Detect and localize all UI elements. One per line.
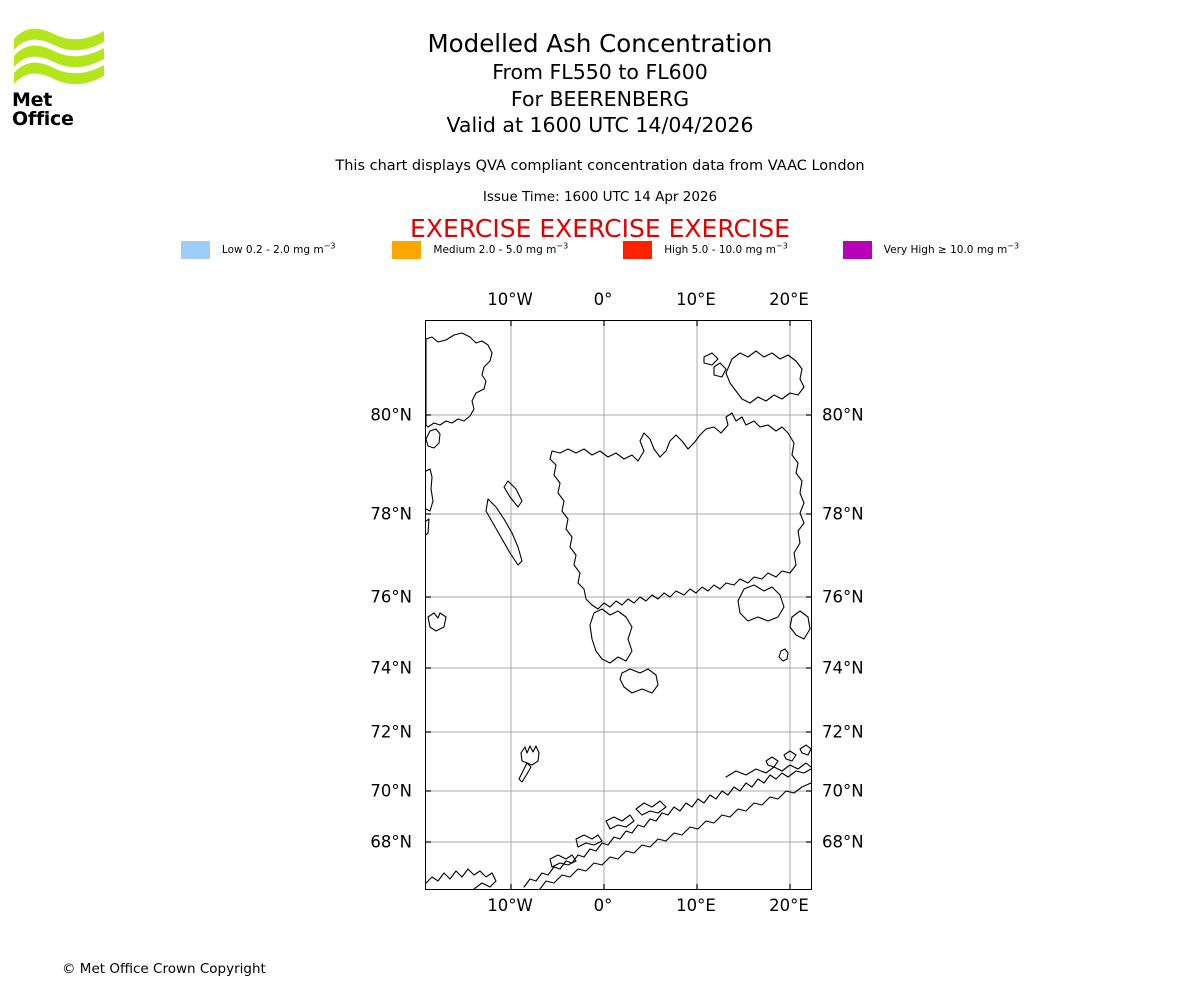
legend-swatch-high — [623, 241, 653, 259]
lat-label-left-76n: 76°N — [370, 587, 412, 607]
coastline-iceland — [426, 868, 497, 889]
coastline-edgeoya — [737, 584, 785, 622]
map-coastlines — [426, 332, 811, 889]
map-gridlines — [426, 321, 811, 889]
title-valid-time: Valid at 1600 UTC 14/04/2026 — [446, 113, 754, 137]
copyright-notice: © Met Office Crown Copyright — [62, 961, 266, 977]
coastline-sorkapp — [589, 608, 633, 664]
met-office-waves-icon — [14, 28, 104, 85]
lat-label-left-78n: 78°N — [370, 504, 412, 524]
legend-item-high: High 5.0 - 10.0 mg m−3 — [623, 241, 788, 259]
coastline-svalbard-islet-a — [713, 362, 727, 378]
coastline-greenland — [426, 332, 493, 428]
lat-label-right-80n: 80°N — [822, 405, 864, 425]
lat-label-left-68n: 68°N — [370, 832, 412, 852]
lat-label-right-74n: 74°N — [822, 658, 864, 678]
exercise-banner: EXERCISE EXERCISE EXERCISE — [410, 214, 790, 243]
coastline-spitsbergen — [549, 412, 805, 610]
map-graphic — [426, 321, 811, 889]
legend-label-low: Low 0.2 - 2.0 mg m−3 — [221, 241, 336, 256]
lat-label-left-80n: 80°N — [370, 405, 412, 425]
lat-label-right-70n: 70°N — [822, 781, 864, 801]
coastline-jan-mayen — [520, 745, 540, 766]
legend-swatch-medium — [392, 241, 422, 259]
coastline-prins-karls-forland — [485, 498, 523, 566]
coastline-norway-islets-b — [783, 750, 797, 762]
coastline-lofoten-b — [575, 834, 603, 848]
coastline-nordaustlandet — [725, 350, 805, 404]
coastline-bear-island — [778, 648, 789, 662]
coastline-norway-inner — [539, 782, 811, 889]
chart-note: This chart displays QVA compliant concen… — [335, 158, 865, 174]
lon-label-top-0: 0° — [593, 290, 613, 309]
title-flight-levels: From FL550 to FL600 — [492, 60, 708, 84]
lat-label-right-76n: 76°N — [822, 587, 864, 607]
concentration-legend: Low 0.2 - 2.0 mg m−3 Medium 2.0 - 5.0 mg… — [0, 241, 1200, 259]
lat-label-right-78n: 78°N — [822, 504, 864, 524]
legend-label-medium: Medium 2.0 - 5.0 mg m−3 — [433, 241, 569, 256]
page-title: Modelled Ash Concentration — [427, 29, 773, 58]
legend-swatch-low — [180, 241, 210, 259]
coastline-greenland-island-a — [426, 428, 441, 449]
coastline-jan-mayen-tail — [518, 762, 532, 783]
met-office-logo: Met Office — [12, 26, 112, 129]
legend-label-very-high: Very High ≥ 10.0 mg m−3 — [883, 241, 1020, 256]
coastline-lofoten-a — [605, 814, 635, 830]
coastline-lofoten-c — [549, 854, 577, 868]
coastline-forland-small — [503, 480, 523, 508]
legend-label-high: High 5.0 - 10.0 mg m−3 — [664, 241, 788, 256]
legend-item-very-high: Very High ≥ 10.0 mg m−3 — [842, 241, 1020, 259]
coastline-svalbard-islet-b — [703, 352, 719, 366]
legend-item-low: Low 0.2 - 2.0 mg m−3 — [180, 241, 336, 259]
coastline-bjornoya-south — [619, 668, 659, 694]
lon-label-bottom-10e: 10°E — [676, 896, 716, 915]
coastline-greenland-strip — [426, 468, 434, 512]
lat-label-left-72n: 72°N — [370, 722, 412, 742]
lon-label-bottom-20e: 20°E — [769, 896, 809, 915]
coastline-norway-mainland — [523, 768, 811, 888]
coastline-greenland-edge — [426, 518, 430, 536]
legend-item-medium: Medium 2.0 - 5.0 mg m−3 — [392, 241, 568, 259]
legend-swatch-very-high — [842, 241, 872, 259]
issue-time: Issue Time: 1600 UTC 14 Apr 2026 — [482, 189, 718, 205]
lon-label-bottom-0: 0° — [593, 896, 613, 915]
coastline-norway-islets-c — [799, 744, 811, 756]
lat-label-right-68n: 68°N — [822, 832, 864, 852]
map-tick-marks — [426, 321, 811, 889]
chart-note-block: This chart displays QVA compliant concen… — [0, 156, 1200, 207]
lat-label-left-70n: 70°N — [370, 781, 412, 801]
map-container: 10°W 0° 10°E 20°E 10°W 0° 10°E 20°E 80°N… — [370, 290, 863, 915]
lon-label-top-20e: 20°E — [769, 290, 809, 309]
title-volcano: For BEERENBERG — [510, 86, 690, 111]
coastline-norway-islets — [765, 756, 779, 768]
met-office-wordmark: Met Office — [12, 89, 74, 130]
coastline-svalbard-east-edge — [789, 610, 811, 640]
lon-label-top-10w: 10°W — [487, 290, 533, 309]
coastline-greenland-island-b — [427, 612, 447, 632]
lon-label-top-10e: 10°E — [676, 290, 716, 309]
coastline-vesteralen — [635, 800, 667, 816]
map-plot-area[interactable] — [425, 320, 812, 890]
lon-label-bottom-10w: 10°W — [487, 896, 533, 915]
lat-label-right-72n: 72°N — [822, 722, 864, 742]
chart-title-block: Modelled Ash Concentration From FL550 to… — [0, 28, 1200, 139]
lat-label-left-74n: 74°N — [370, 658, 412, 678]
